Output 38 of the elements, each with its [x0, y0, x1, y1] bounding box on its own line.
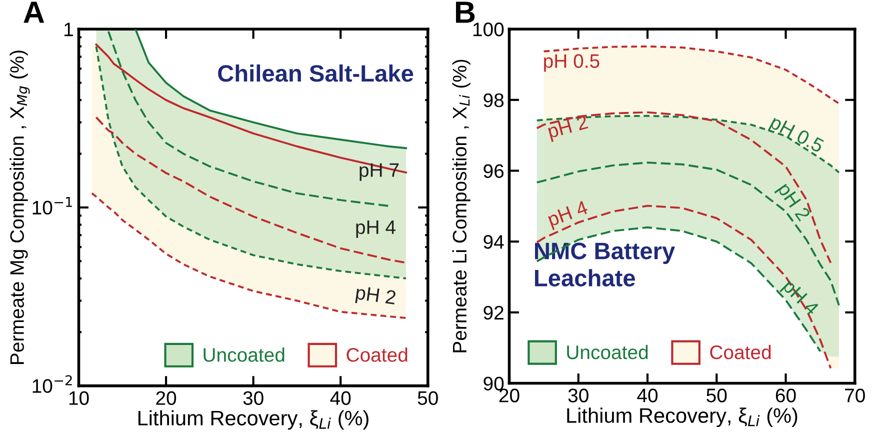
y-tick-label: 10$^{−2}$ [32, 375, 72, 393]
x-tick-label: 40 [330, 391, 351, 405]
legend-label: Uncoated [204, 348, 284, 362]
y-tick-label: 100 [473, 22, 504, 36]
x-tick-label: 70 [845, 388, 865, 402]
x-tick-label: 30 [243, 391, 264, 405]
x-tick-label: 20 [156, 391, 176, 405]
x-axis-title: Lithium Recovery, ξ$_{Li}$ (%) [138, 410, 368, 430]
legend-label: Coated [710, 344, 771, 360]
x-tick-label: 20 [499, 388, 520, 402]
annotation: pH 0.5 [768, 114, 825, 156]
x-tick-label: 10 [69, 391, 89, 405]
x-tick-label: 50 [706, 388, 727, 402]
y-tick-label: 90 [484, 376, 504, 390]
y-tick-label: 1 [64, 22, 73, 36]
y-axis-title: Permeate Li Composition , X$_{Li}$ (%) [452, 60, 470, 352]
annotation: pH 4 [547, 200, 590, 230]
y-tick-label: 10$^{−1}$ [32, 197, 72, 215]
x-axis-title: Lithium Recovery, ξ$_{Li}$ (%) [567, 408, 798, 428]
legend-label: Uncoated [567, 344, 648, 360]
annotation: pH 2 [774, 182, 811, 224]
y-tick-label: 92 [484, 306, 504, 320]
x-tick-label: 60 [776, 388, 796, 402]
annotation: pH 4 [356, 220, 396, 238]
y-axis-title: Permeate Mg Composition , X$_{Mg}$ (%) [10, 50, 30, 364]
text: B [456, 2, 475, 23]
y-tick-label: 96 [484, 164, 504, 178]
legend-label: Coated [346, 348, 408, 362]
annotation: pH 0.5 [544, 54, 600, 72]
x-tick-label: 40 [637, 388, 658, 402]
annotation: pH 4 [780, 278, 820, 319]
y-tick-label: 98 [484, 93, 504, 108]
annotation: pH 2 [355, 285, 396, 308]
text: A [24, 2, 44, 23]
x-tick-label: 50 [418, 391, 438, 405]
x-tick-label: 30 [568, 388, 588, 402]
y-tick-label: 94 [484, 235, 504, 249]
annotation: Chilean Salt-Lake [218, 64, 414, 82]
